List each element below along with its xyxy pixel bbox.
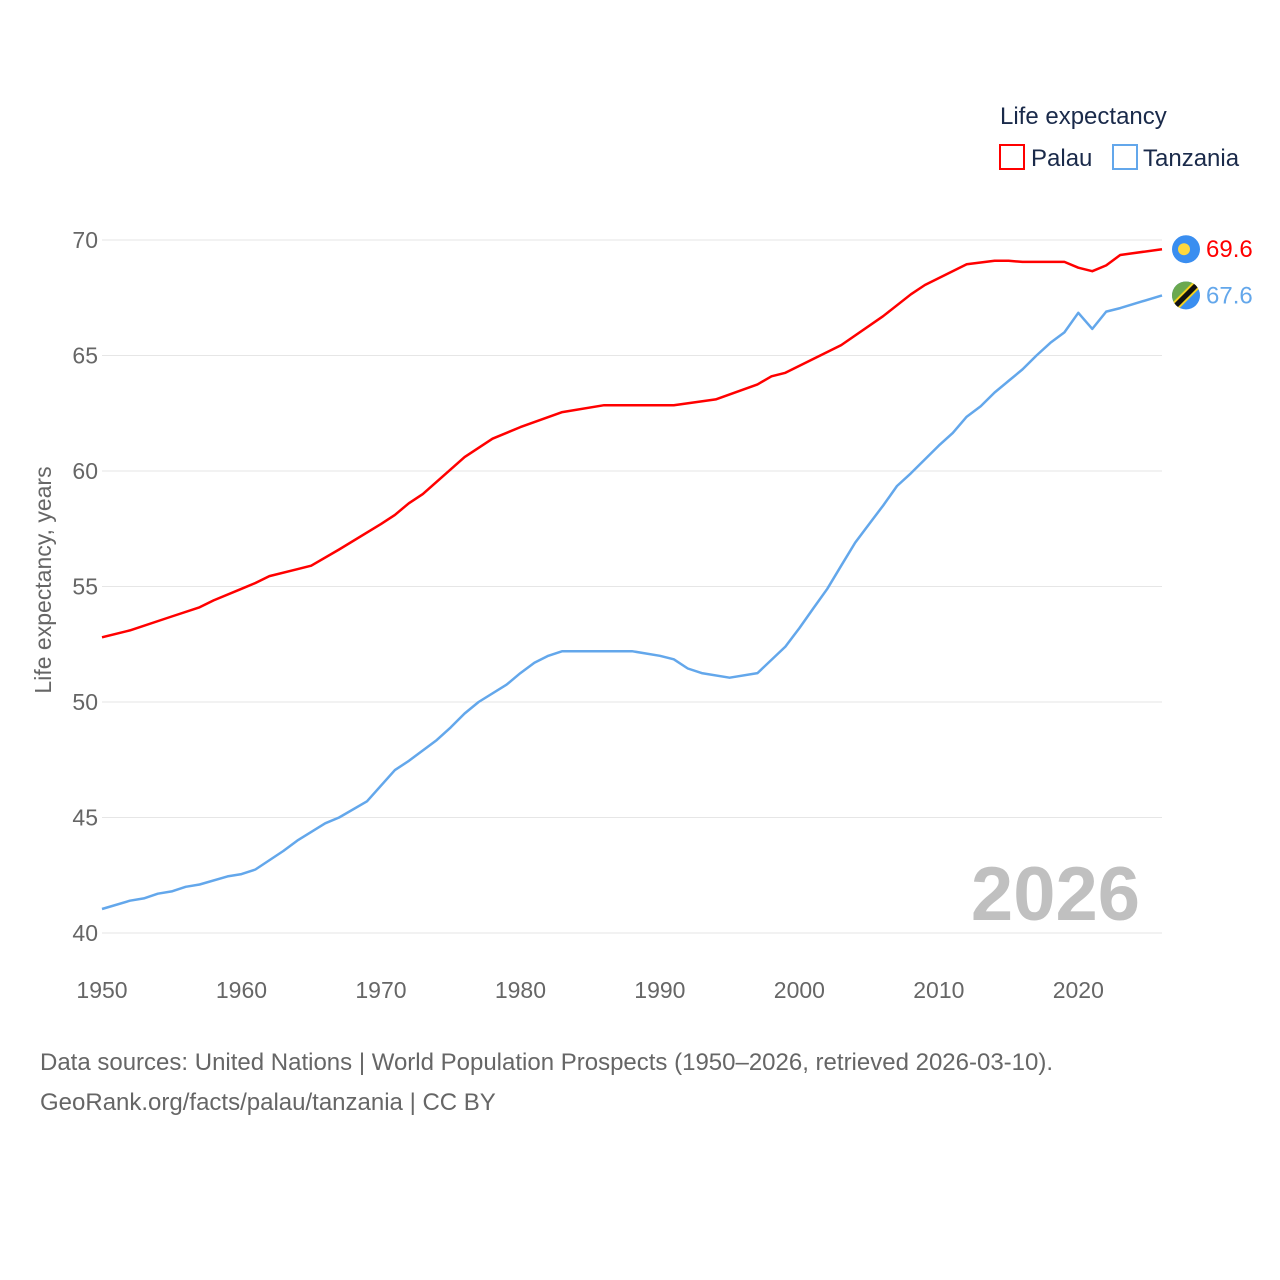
x-tick-label: 1970 <box>355 977 406 1003</box>
x-tick-label: 2000 <box>774 977 825 1003</box>
legend-label-tanzania: Tanzania <box>1143 145 1240 172</box>
y-tick-label: 60 <box>72 458 98 484</box>
x-tick-label: 2010 <box>913 977 964 1003</box>
x-tick-label: 2020 <box>1053 977 1104 1003</box>
y-tick-label: 40 <box>72 920 98 946</box>
y-tick-label: 70 <box>72 227 98 253</box>
y-axis-label: Life expectancy, years <box>30 466 56 693</box>
tanzania-flag-icon <box>1172 281 1200 310</box>
legend-item-tanzania[interactable]: Tanzania <box>1112 144 1240 172</box>
legend-swatch-palau <box>999 144 1025 170</box>
palau-flag-icon <box>1172 235 1200 264</box>
x-tick-label: 1990 <box>634 977 685 1003</box>
y-tick-label: 55 <box>72 574 98 600</box>
series-line-palau <box>101 247 1163 639</box>
y-tick-label: 65 <box>72 343 98 369</box>
line-chart: 40 45 50 55 60 65 70 1950 1960 1970 1980 1990 2000 2… <box>30 103 1253 1003</box>
legend: Life expectancy Palau Tanzania <box>999 103 1240 172</box>
y-tick-label: 50 <box>72 689 98 715</box>
legend-title: Life expectancy <box>1000 103 1167 130</box>
legend-label-palau: Palau <box>1031 145 1092 172</box>
end-value-label-palau: 69.6 <box>1206 236 1253 263</box>
attribution-link[interactable]: GeoRank.org/facts/palau/tanzania | CC BY <box>40 1089 496 1116</box>
legend-swatch-tanzania <box>1112 144 1138 170</box>
x-tick-label: 1960 <box>216 977 267 1003</box>
year-watermark: 2026 <box>971 852 1140 937</box>
footer: Data sources: United Nations | World Pop… <box>40 1043 1053 1123</box>
x-tick-label: 1950 <box>76 977 127 1003</box>
data-sources-text: Data sources: United Nations | World Pop… <box>40 1049 1054 1076</box>
legend-item-palau[interactable]: Palau <box>999 144 1092 172</box>
x-tick-label: 1980 <box>495 977 546 1003</box>
series-line-tanzania <box>101 294 1163 911</box>
end-value-label-tanzania: 67.6 <box>1206 282 1253 309</box>
y-tick-label: 45 <box>72 805 98 831</box>
